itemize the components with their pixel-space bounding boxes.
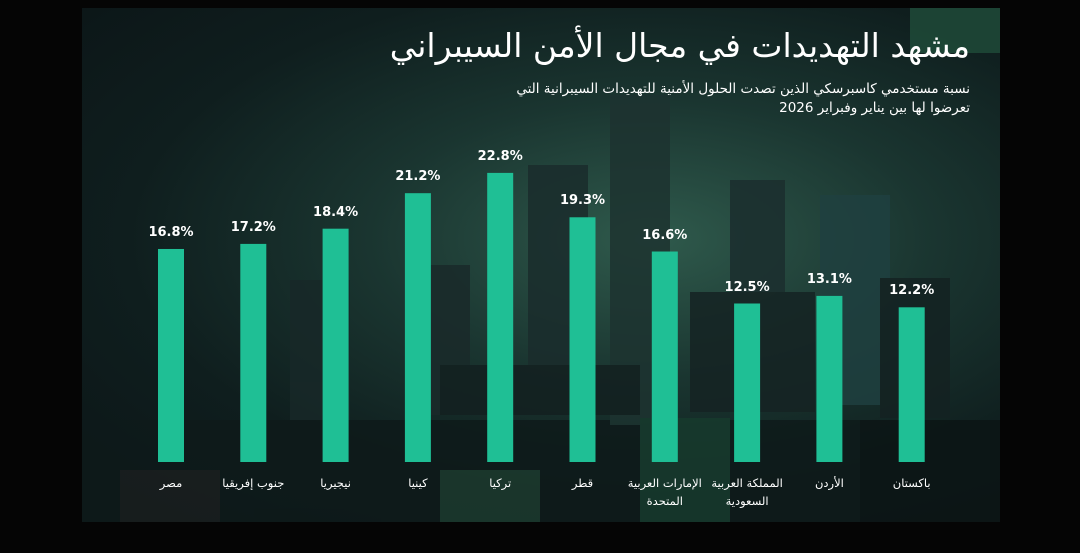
bar	[569, 217, 596, 462]
value-label: 12.5%	[724, 279, 770, 295]
x-tick-label: مصر	[159, 476, 183, 490]
value-label: 18.4%	[313, 204, 359, 220]
x-tick-label: باكستان	[892, 476, 931, 490]
value-label: 12.2%	[889, 283, 935, 299]
chart-title: مشهد التهديدات في مجال الأمن السيبراني	[389, 26, 970, 65]
x-tick-label: قطر	[571, 476, 594, 490]
value-label: 22.8%	[477, 148, 523, 164]
x-tick-label: الأردن	[814, 476, 844, 490]
chart-subtitle: نسبة مستخدمي كاسبرسكي الذين تصدت الحلول …	[516, 81, 970, 116]
bar	[404, 193, 431, 462]
x-tick-label: جنوب إفريقيا	[222, 476, 285, 490]
value-label: 16.8%	[148, 224, 194, 240]
value-label: 16.6%	[642, 227, 688, 243]
bar	[734, 303, 761, 462]
bar	[898, 307, 925, 462]
bar	[487, 172, 514, 462]
bar	[158, 248, 184, 462]
bar	[816, 295, 843, 462]
x-tick-label: كينيا	[408, 476, 428, 490]
x-tick-label: الإمارات العربية المتحدة	[627, 476, 702, 508]
x-tick-label: المملكة العربية السعودية	[711, 476, 783, 508]
bar	[240, 243, 267, 462]
x-tick-label: نيجيريا	[320, 476, 351, 490]
bar	[651, 251, 678, 462]
value-label: 21.2%	[395, 169, 441, 185]
value-label: 17.2%	[230, 219, 276, 235]
x-tick-label: تركيا	[489, 476, 512, 490]
value-label: 13.1%	[806, 271, 852, 287]
bar	[322, 228, 349, 462]
value-label: 19.3%	[559, 193, 606, 209]
